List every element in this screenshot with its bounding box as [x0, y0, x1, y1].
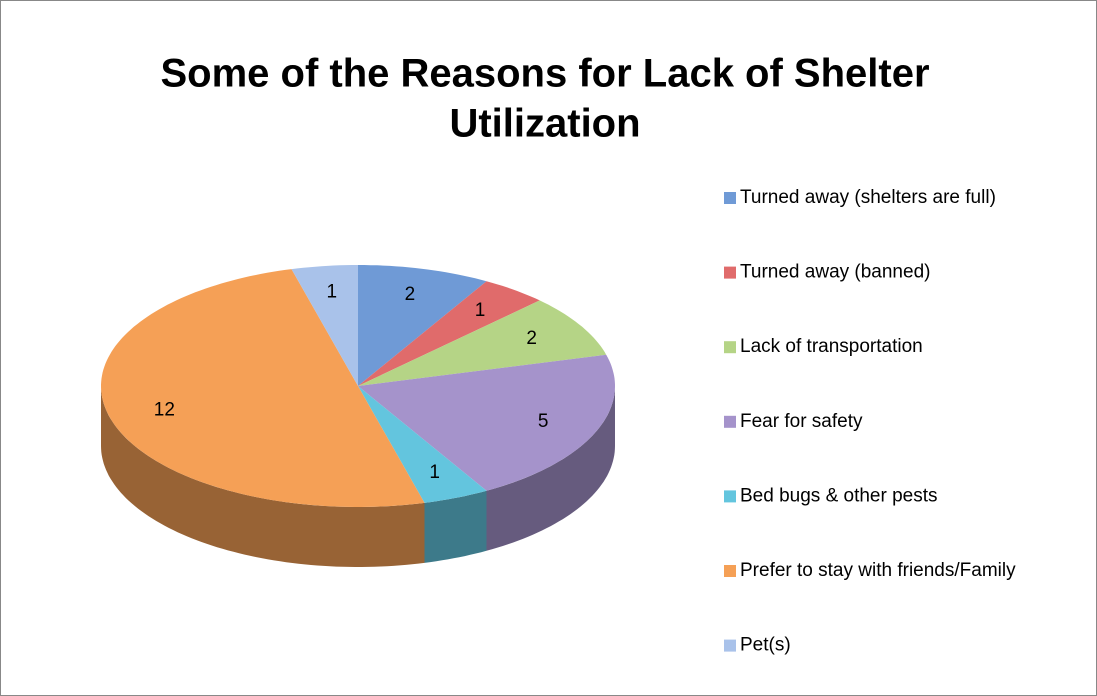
pie-slice — [358, 300, 607, 386]
legend-swatch — [724, 266, 736, 279]
data-label: 12 — [154, 399, 175, 420]
legend-label: Turned away (shelters are full) — [740, 187, 996, 208]
legend-label: Lack of transportation — [740, 336, 923, 357]
data-label: 5 — [538, 411, 549, 432]
pie-slice-side — [486, 386, 615, 551]
legend-label: Bed bugs & other pests — [740, 485, 938, 506]
pie-slice — [358, 386, 487, 503]
legend-swatch — [724, 341, 736, 354]
data-label: 2 — [405, 284, 416, 305]
data-label: 2 — [526, 328, 537, 349]
pie-slice — [101, 269, 425, 507]
legend-label: Turned away (banned) — [740, 262, 930, 283]
pie-slice-side — [424, 490, 487, 563]
pie-slice — [358, 265, 487, 386]
legend-label: Pet(s) — [740, 635, 791, 656]
data-label: 1 — [429, 462, 440, 483]
pie-slice — [358, 354, 615, 491]
data-label: 1 — [475, 300, 486, 321]
pie-slice-side — [101, 386, 425, 567]
legend-label: Prefer to stay with friends/Family — [740, 560, 1016, 581]
chart-title: Utilization — [449, 102, 640, 146]
pie-slice — [291, 265, 358, 386]
pie-slice — [358, 281, 540, 386]
chart-title: Some of the Reasons for Lack of Shelter — [160, 52, 929, 96]
legend-swatch — [724, 639, 736, 652]
data-label: 1 — [327, 281, 338, 302]
legend-swatch — [724, 490, 736, 503]
legend-swatch — [724, 415, 736, 428]
legend-swatch — [724, 192, 736, 204]
legend-label: Fear for safety — [740, 411, 863, 432]
legend-swatch — [724, 565, 736, 577]
